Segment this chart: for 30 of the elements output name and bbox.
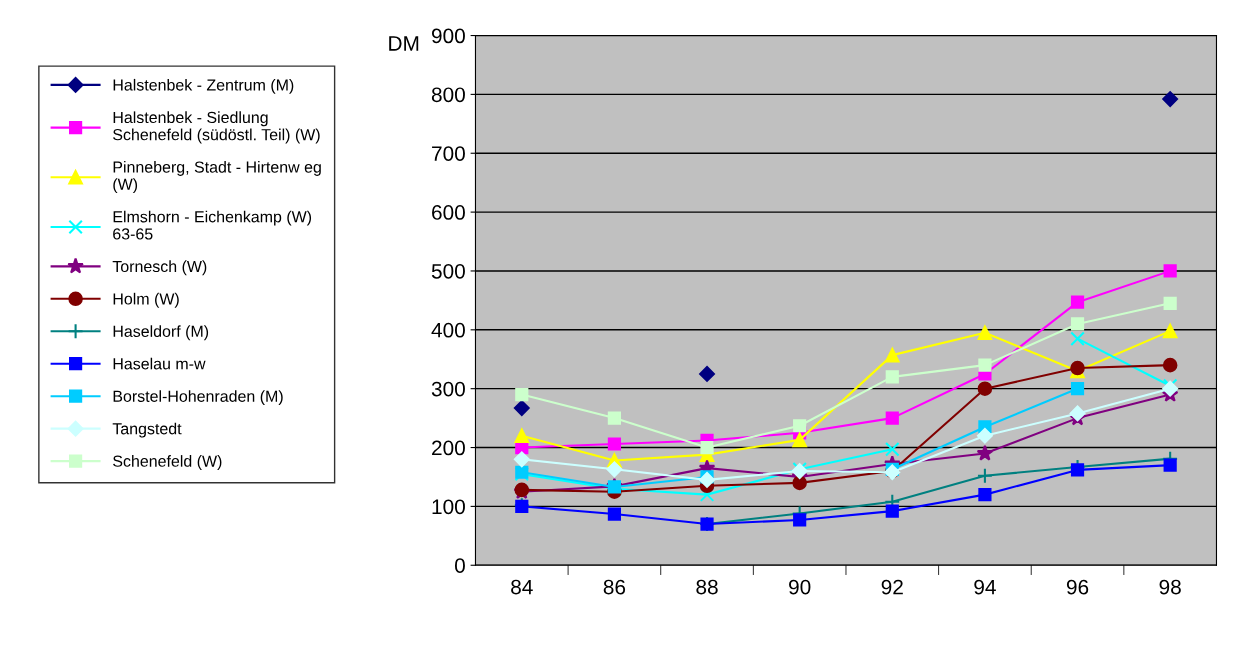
- legend-label: Schenefeld (W): [113, 455, 222, 470]
- x-tick-label: 96: [1066, 579, 1089, 595]
- y-tick-label: 300: [431, 381, 465, 397]
- y-tick-label: 500: [431, 263, 465, 279]
- y-tick-label: 600: [432, 205, 465, 220]
- legend-label: Haseldorf (M): [113, 325, 209, 341]
- x-tick-label: 94: [974, 579, 996, 595]
- y-tick-label: 800: [431, 87, 465, 103]
- legend-label: Borstel-Hohenraden (M): [113, 390, 283, 406]
- legend-label: Tangstedt: [112, 422, 182, 438]
- y-tick-label: 200: [432, 440, 465, 456]
- y-axis-title: DM: [389, 36, 419, 51]
- y-tick-label: 900: [431, 28, 465, 44]
- x-tick-label: 84: [511, 579, 533, 595]
- legend-label: Pinneberg, Stadt - Hirtenw eg (W): [113, 161, 321, 194]
- x-tick-label: 90: [789, 579, 811, 595]
- x-tick-label: 88: [696, 579, 718, 595]
- legend-label: Elmshorn - Eichenkamp (W) 63-65: [113, 210, 312, 240]
- y-tick-label: 0: [454, 558, 465, 573]
- y-tick-label: 700: [432, 146, 465, 161]
- legend-label: Halstenbek - Siedlung Schenefeld (südöstl. Teil) (W): [113, 111, 320, 144]
- legend-label: Tornesch (W): [112, 260, 207, 276]
- y-tick-label: 100: [432, 499, 465, 515]
- x-tick-label: 86: [603, 579, 626, 595]
- legend-label: Holm (W): [113, 292, 179, 308]
- y-tick-label: 400: [431, 322, 465, 338]
- x-tick-label: 98: [1159, 579, 1181, 595]
- legend-label: Haselau m-w: [113, 357, 206, 370]
- x-tick-label: 92: [881, 579, 903, 595]
- legend-label: Halstenbek - Zentrum (M): [113, 78, 294, 94]
